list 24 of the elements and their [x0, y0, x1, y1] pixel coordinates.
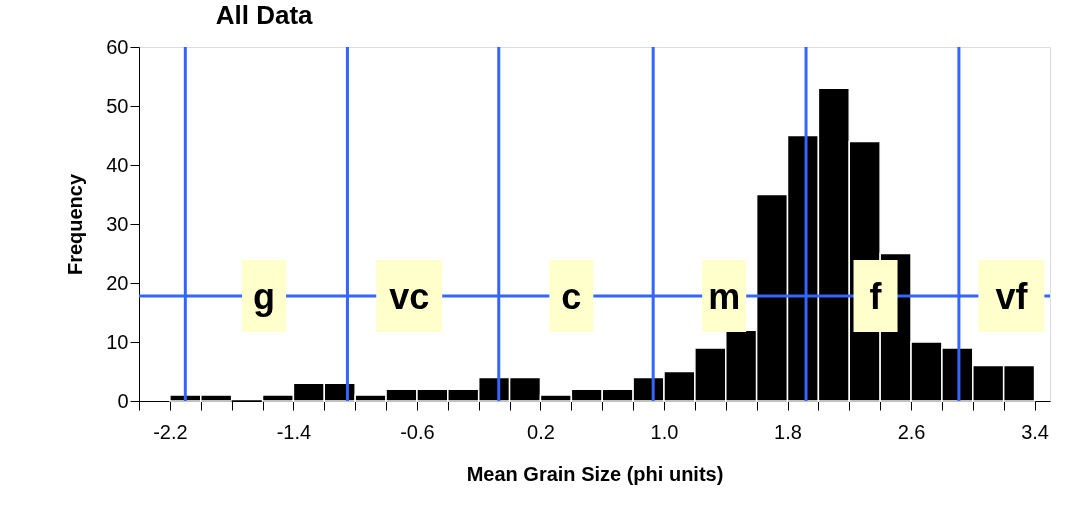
- annotation: f: [869, 275, 883, 317]
- chart-title: All Data: [215, 0, 314, 30]
- annotation: m: [708, 275, 741, 317]
- x-tick-label: 1.8: [774, 420, 802, 443]
- x-tick-label: 0.2: [527, 420, 555, 443]
- annotation: c: [561, 275, 582, 317]
- y-tick-label: 40: [106, 153, 129, 176]
- y-tick-label: 50: [106, 94, 129, 117]
- x-tick-label: 2.6: [897, 420, 926, 443]
- annotation: g: [253, 275, 276, 317]
- x-tick-label: -2.2: [153, 420, 188, 443]
- x-tick-label: -0.6: [400, 420, 435, 443]
- y-tick-label: 30: [106, 212, 129, 235]
- annotation: vf: [995, 275, 1029, 317]
- y-tick-label: 0: [117, 389, 129, 412]
- x-tick-label: 1.0: [650, 420, 679, 443]
- y-tick-label: 20: [106, 271, 129, 294]
- x-axis-title: Mean Grain Size (phi units): [466, 462, 724, 485]
- x-tick-label: 3.4: [1021, 420, 1049, 443]
- x-tick-label: -1.4: [276, 420, 312, 443]
- annotation: vc: [389, 275, 430, 317]
- y-tick-label: 10: [106, 330, 129, 353]
- y-tick-label: 60: [106, 35, 129, 58]
- y-axis-title: Frequency: [64, 173, 87, 276]
